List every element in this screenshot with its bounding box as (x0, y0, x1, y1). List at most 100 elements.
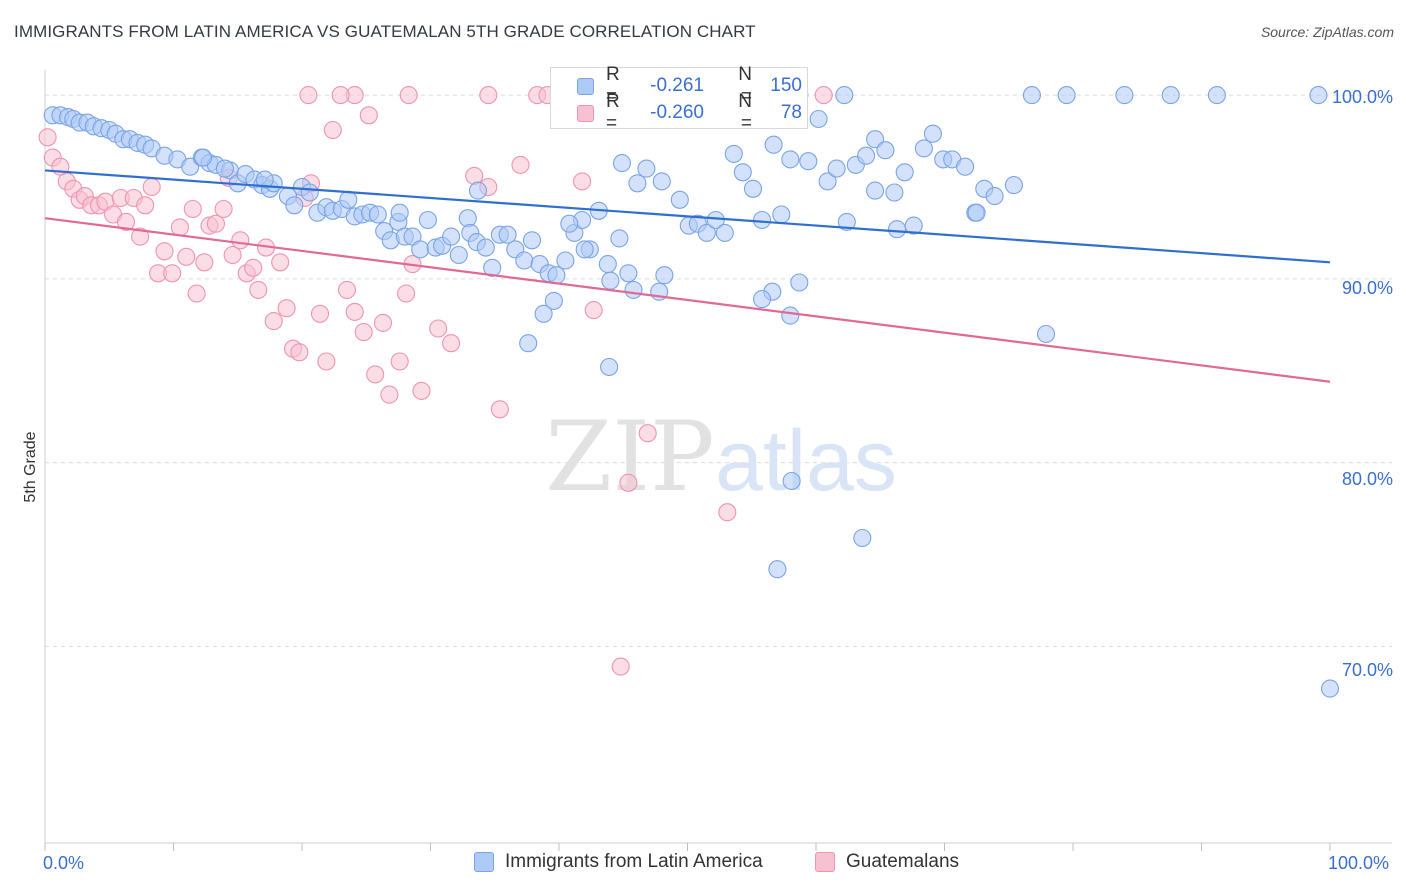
n-label: N = (738, 91, 752, 134)
data-point (584, 301, 603, 320)
data-point (206, 214, 225, 233)
data-point (733, 163, 752, 182)
n-label: N = (738, 64, 752, 107)
data-point (857, 146, 876, 165)
data-point (866, 130, 885, 149)
data-point (781, 306, 800, 325)
data-point (155, 242, 174, 261)
data-point (655, 266, 674, 285)
y-tick-label: 70.0% (1341, 660, 1393, 680)
legend-item-latin-america[interactable]: Immigrants from Latin America (474, 851, 763, 873)
data-point (366, 365, 385, 384)
data-point (368, 205, 387, 224)
data-point (1022, 86, 1041, 105)
data-point (624, 280, 643, 299)
data-point (914, 139, 933, 158)
data-point (380, 385, 399, 404)
legend-swatch-blue (474, 852, 494, 872)
data-point (519, 334, 538, 353)
data-point (600, 357, 619, 377)
data-point (483, 258, 502, 277)
x-tick-label-min: 0.0% (43, 853, 85, 873)
trend-line (44, 217, 1331, 383)
data-point (544, 291, 563, 310)
data-point (967, 203, 986, 222)
data-point (876, 141, 895, 160)
data-point (853, 528, 872, 548)
stats-row-guatemalans: R = -0.260 N = 78 (551, 91, 802, 134)
data-point (764, 135, 783, 154)
data-point (476, 238, 495, 257)
data-point (359, 106, 378, 125)
data-point (556, 251, 575, 270)
latin-america-points (43, 86, 1340, 698)
data-point (479, 86, 498, 105)
data-point (511, 155, 530, 174)
data-point (601, 271, 620, 290)
data-point (136, 196, 155, 215)
series-legend: Immigrants from Latin America Guatemalan… (0, 851, 1406, 877)
trend-line (44, 169, 1331, 264)
data-point (131, 227, 150, 246)
data-point (895, 163, 914, 182)
data-point (718, 503, 737, 522)
data-point (183, 199, 202, 219)
axes (44, 70, 1392, 851)
data-point (223, 245, 242, 265)
data-point (116, 212, 136, 231)
x-tick-label-max: 100.0% (1328, 853, 1390, 873)
data-point (799, 152, 818, 171)
chart-title: IMMIGRANTS FROM LATIN AMERICA VS GUATEMA… (14, 22, 756, 41)
data-point (299, 86, 318, 105)
data-point (638, 424, 657, 443)
stats-row-latin-america: R = -0.261 N = 150 (551, 64, 802, 107)
data-point (923, 124, 942, 143)
data-point (373, 313, 393, 332)
data-point (214, 199, 233, 219)
data-point (170, 218, 189, 237)
data-point (1320, 679, 1340, 698)
data-point (442, 227, 461, 246)
data-point (490, 400, 509, 419)
legend-swatch-pink (577, 104, 594, 122)
y-tick-label: 100.0% (1331, 87, 1393, 107)
data-point (547, 266, 566, 285)
data-point (670, 190, 689, 209)
data-point (637, 159, 656, 178)
r-value: -0.260 (650, 102, 704, 123)
data-point (782, 471, 801, 491)
data-point (323, 120, 342, 140)
data-point (290, 343, 309, 362)
n-value: 78 (780, 102, 802, 123)
data-point (264, 312, 283, 331)
data-point (610, 229, 629, 248)
data-point (575, 240, 594, 259)
data-point (619, 264, 638, 283)
data-point (271, 253, 290, 272)
data-point (752, 210, 772, 230)
y-axis-label: 5th Grade (22, 431, 39, 503)
data-point (255, 170, 274, 189)
data-point (1036, 324, 1056, 344)
data-point (598, 255, 617, 274)
data-point (411, 240, 430, 259)
legend-swatch-blue (577, 77, 594, 95)
legend-item-guatemalans[interactable]: Guatemalans (815, 851, 959, 873)
watermark-atlas: atlas (715, 413, 897, 509)
data-point (249, 280, 268, 299)
legend-swatch-pink (815, 852, 835, 872)
data-point (1004, 176, 1023, 195)
data-point (809, 109, 828, 129)
data-point (887, 220, 907, 239)
data-point (418, 210, 437, 230)
data-point (458, 209, 477, 228)
data-point (743, 179, 763, 198)
r-value: -0.261 (650, 75, 704, 96)
data-point (317, 352, 336, 371)
data-point (215, 159, 234, 178)
legend-label: Immigrants from Latin America (505, 851, 763, 872)
data-point (781, 150, 800, 169)
data-point (194, 148, 213, 167)
data-point (985, 187, 1004, 206)
